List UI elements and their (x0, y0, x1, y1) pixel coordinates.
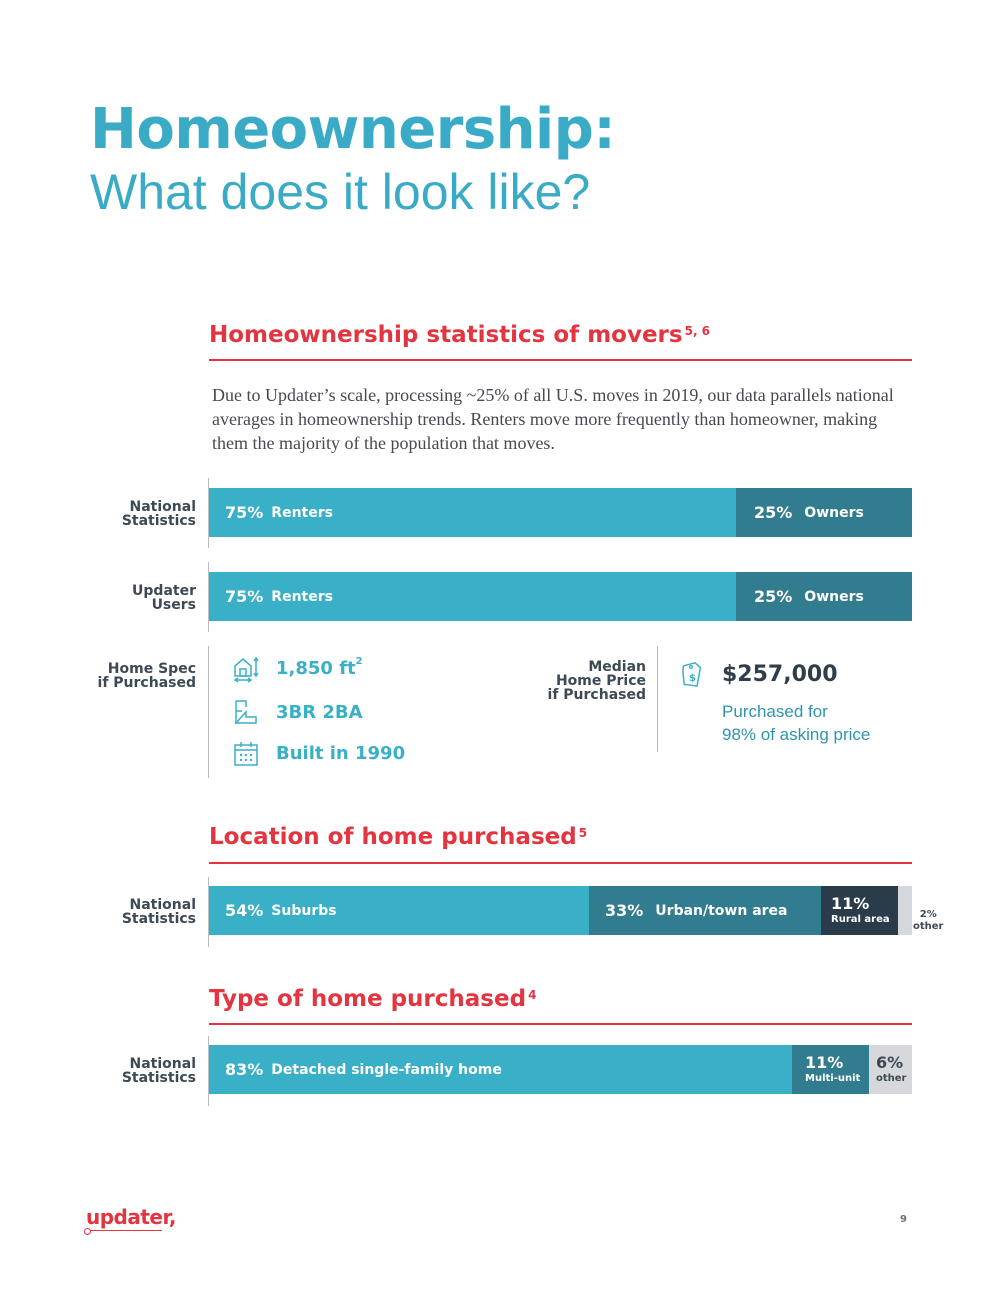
segment-label: other (913, 921, 944, 932)
logo-dot (84, 1228, 91, 1235)
location-bar: 54% Suburbs 33% Urban/town area 11% Rura… (209, 886, 912, 935)
house-size-icon (233, 656, 259, 683)
bar-segment-suburbs: 54% Suburbs (209, 886, 589, 935)
segment-label: Renters (271, 588, 333, 605)
section-heading-type: Type of home purchased 4 (209, 984, 536, 1014)
page-title: Homeownership: (90, 97, 616, 162)
segment-label: Owners (804, 588, 864, 605)
footnote-ref: 5 (578, 826, 588, 840)
row-divider (208, 478, 209, 548)
home-size-unit-sup: 2 (355, 656, 363, 667)
footnote-ref: 5, 6 (684, 324, 711, 338)
segment-percent: 11% (831, 894, 870, 913)
segment-label: Owners (804, 504, 864, 521)
row-label-line: Users (151, 597, 196, 613)
section-divider (209, 862, 912, 864)
segment-percent: 11% (805, 1053, 844, 1072)
section-heading-text: Homeownership statistics of movers (209, 322, 683, 348)
price-tag-icon: $ (682, 661, 702, 687)
row-label-line: if Purchased (547, 687, 646, 703)
calendar-icon (234, 742, 258, 766)
updater-homeownership-bar: 75% Renters 25% Owners (209, 572, 912, 621)
section-heading-statistics: Homeownership statistics of movers 5, 6 (209, 320, 710, 350)
bar-segment-multi-unit: 11% Multi-unit (792, 1045, 869, 1094)
row-label-line: Statistics (121, 1070, 196, 1086)
row-divider (208, 1036, 209, 1106)
segment-label: Rural area (831, 914, 890, 925)
section-heading-text: Type of home purchased (209, 986, 527, 1012)
section-divider (209, 359, 912, 361)
bar-segment-detached: 83% Detached single-family home (209, 1045, 792, 1094)
row-divider (208, 877, 209, 947)
segment-label: other (876, 1073, 907, 1084)
segment-label: Suburbs (271, 902, 337, 919)
bar-segment-rural: 11% Rural area (821, 886, 898, 935)
bar-segment-other: 6% other (869, 1045, 912, 1094)
intro-paragraph: Due to Updater’s scale, processing ~25% … (212, 385, 894, 453)
row-label-line: National (129, 897, 197, 913)
built-year-value: Built in 1990 (276, 743, 406, 764)
segment-percent: 33% (605, 901, 644, 920)
bar-segment-owners: 25% Owners (736, 488, 912, 537)
segment-percent: 6% (876, 1053, 904, 1072)
segment-percent: 25% (754, 503, 793, 522)
segment-percent: 25% (754, 587, 793, 606)
segment-percent: 83% (225, 1060, 264, 1079)
bar-segment-other (898, 886, 912, 935)
updater-logo: updater, (84, 1205, 177, 1235)
price-note-line: Purchased for (722, 702, 828, 721)
row-label-national: National Statistics (0, 1057, 196, 1085)
national-homeownership-bar: 75% Renters 25% Owners (209, 488, 912, 537)
price-note-line: 98% of asking price (722, 725, 871, 744)
row-label-national: National Statistics (0, 898, 196, 926)
footnote-ref: 4 (528, 988, 537, 1002)
row-label-line: Statistics (121, 911, 196, 927)
row-divider (208, 646, 209, 778)
floorplan-icon (234, 700, 257, 724)
page-number: 9 (900, 1214, 907, 1225)
row-label-line: Updater (132, 583, 196, 599)
row-divider (208, 562, 209, 632)
bar-segment-owners: 25% Owners (736, 572, 912, 621)
logo-text: updater (86, 1205, 169, 1229)
segment-label: Urban/town area (655, 902, 788, 919)
section-heading-location: Location of home purchased 5 (209, 822, 587, 852)
median-price-value: $257,000 (722, 662, 838, 687)
rooms-value: 3BR 2BA (276, 702, 363, 723)
outside-label-other: 2% other (913, 909, 943, 933)
segment-label: Detached single-family home (271, 1061, 502, 1078)
segment-label: Renters (271, 504, 333, 521)
row-label-line: if Purchased (97, 675, 196, 691)
section-heading-text: Location of home purchased (209, 824, 577, 850)
section-divider (209, 1023, 912, 1025)
row-label-national: National Statistics (0, 500, 196, 528)
segment-label: Multi-unit (805, 1073, 861, 1084)
segment-percent: 54% (225, 901, 264, 920)
row-label-line: Statistics (121, 513, 196, 529)
row-label-line: Home Price (555, 673, 646, 689)
segment-percent: 2% (919, 909, 937, 920)
row-label-updater: Updater Users (0, 584, 196, 612)
row-label-median-price: Median Home Price if Purchased (450, 660, 646, 702)
row-label-line: Median (588, 659, 646, 675)
svg-text:$: $ (689, 673, 696, 684)
bar-segment-renters: 75% Renters (209, 572, 736, 621)
segment-percent: 75% (225, 587, 264, 606)
home-size-value: 1,850 ft2 (276, 656, 363, 679)
bar-segment-renters: 75% Renters (209, 488, 736, 537)
row-label-home-spec: Home Spec if Purchased (0, 662, 196, 690)
bar-segment-urban: 33% Urban/town area (589, 886, 821, 935)
row-divider (657, 646, 658, 752)
logo-underline (86, 1230, 162, 1231)
row-label-line: National (129, 499, 197, 515)
home-type-bar: 83% Detached single-family home 11% Mult… (209, 1045, 912, 1094)
row-label-line: Home Spec (107, 661, 196, 677)
segment-percent: 75% (225, 503, 264, 522)
page-subtitle: What does it look like? (90, 164, 591, 220)
row-label-line: National (129, 1056, 197, 1072)
home-size-text: 1,850 ft (276, 658, 356, 679)
price-note: Purchased for 98% of asking price (722, 700, 870, 746)
